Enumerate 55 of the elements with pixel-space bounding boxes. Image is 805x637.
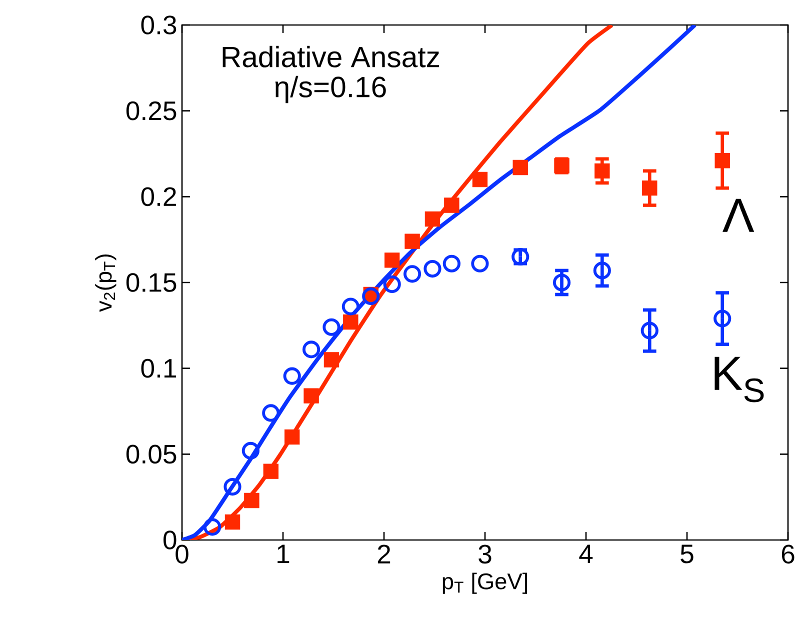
- point: [322, 318, 340, 336]
- x-tick-label: 4: [579, 544, 593, 564]
- point: [384, 252, 400, 268]
- point: [342, 298, 360, 316]
- y-tick-label: 0.2: [141, 187, 176, 206]
- y-tick-label: 0: [164, 530, 176, 550]
- point: [262, 404, 280, 422]
- y-tick-label: 0.05: [126, 444, 176, 464]
- point: [471, 254, 489, 272]
- y-tick-label: 0.1: [141, 358, 176, 378]
- point: [552, 274, 571, 292]
- annotation: η/s=0.16: [275, 76, 386, 104]
- annotation: Radiative Ansatz: [222, 46, 440, 68]
- y-tick-label: 0.15: [126, 273, 176, 292]
- point: [442, 254, 460, 272]
- x-tick-label: 0: [176, 544, 188, 564]
- x-tick-label: 1: [278, 544, 290, 564]
- series-label: K$_{S}$: [714, 356, 764, 402]
- y-tick-label: 0.25: [126, 101, 176, 120]
- line-series: [182, 25, 697, 540]
- x-tick-label: 3: [478, 544, 492, 564]
- x-axis-title: p$_{T}$ [GeV]: [442, 572, 527, 594]
- point: [304, 388, 319, 404]
- point: [343, 314, 358, 330]
- point: [640, 322, 658, 340]
- series-label: Λ: [722, 198, 754, 232]
- point: [362, 287, 380, 306]
- point: [593, 262, 611, 280]
- point: [404, 234, 420, 249]
- x-tick-label: 6: [782, 544, 794, 564]
- point: [242, 442, 260, 460]
- point: [714, 310, 732, 328]
- point: [302, 340, 320, 358]
- point: [244, 492, 260, 508]
- x-tick-label: 2: [378, 544, 390, 564]
- point: [204, 518, 222, 536]
- y-axis-title: v$_{2}$(p$_{T}$): [95, 254, 116, 312]
- point: [472, 172, 488, 188]
- point: [714, 153, 730, 168]
- point: [403, 265, 422, 283]
- point: [283, 367, 301, 385]
- point: [263, 464, 278, 479]
- point: [512, 160, 528, 176]
- point: [444, 198, 460, 213]
- y-tick-label: 0.3: [141, 16, 176, 34]
- point: [424, 260, 442, 278]
- point: [424, 211, 440, 227]
- point: [642, 180, 658, 196]
- point: [594, 163, 610, 179]
- point: [224, 478, 242, 496]
- point: [324, 352, 340, 368]
- point: [383, 275, 401, 294]
- point: [284, 429, 300, 445]
- x-tick-label: 5: [680, 544, 694, 564]
- point: [224, 514, 240, 530]
